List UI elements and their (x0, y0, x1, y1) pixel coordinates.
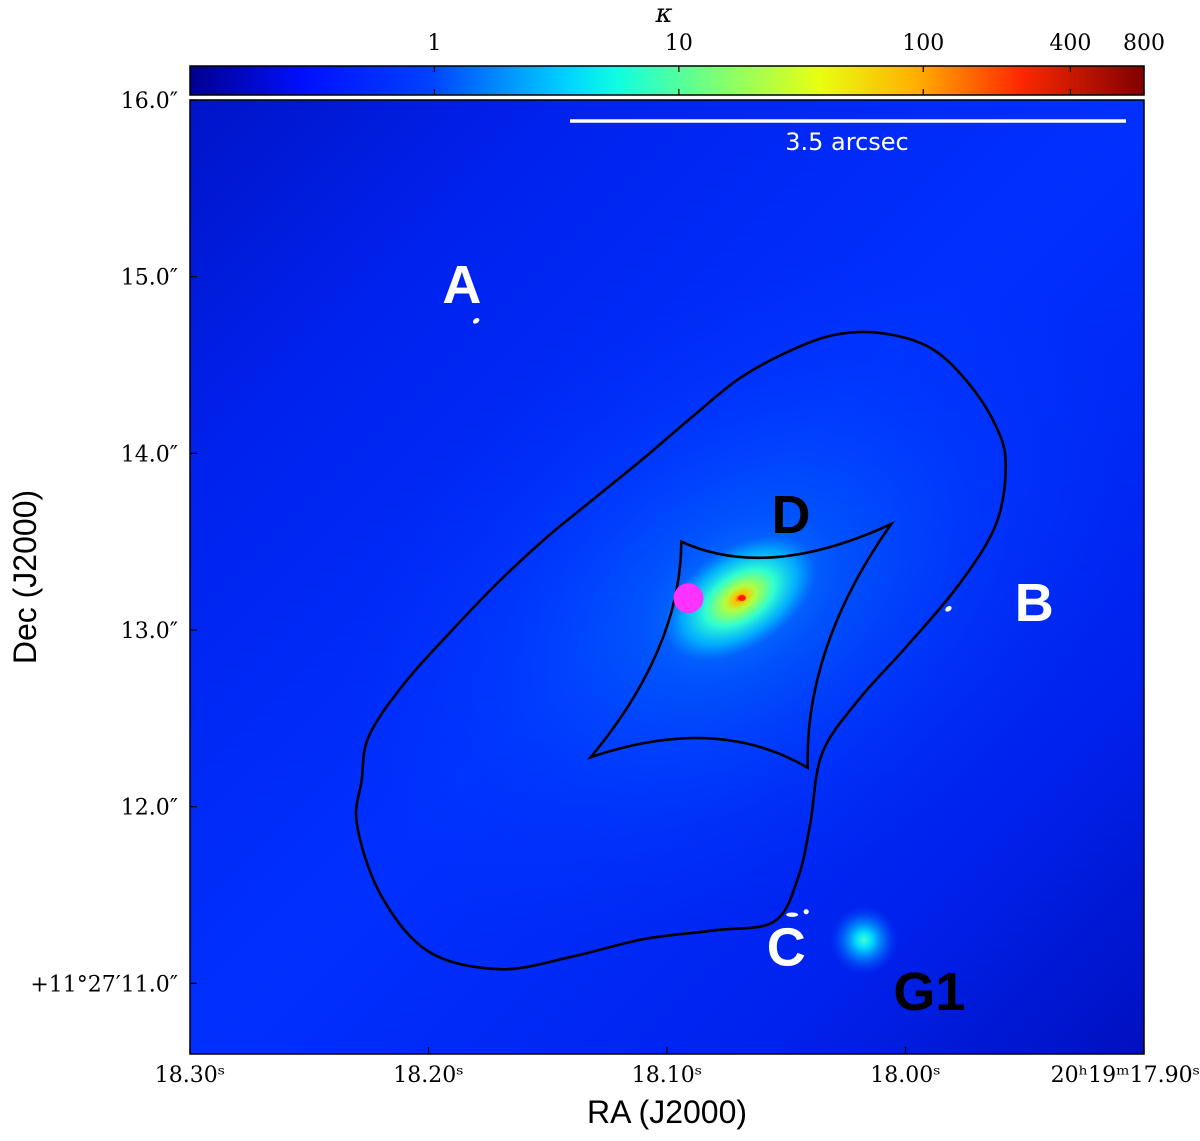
y-tick-label: 16.0″ (121, 89, 178, 114)
lensed-image-a (473, 318, 480, 324)
x-tick-label: 18.10ˢ (632, 1063, 702, 1088)
scale-bar: 3.5 arcsec (570, 119, 1126, 156)
image-label-d: D (772, 485, 811, 545)
kappa-satellite-g1 (190, 100, 1144, 1054)
critical-curve (354, 330, 1008, 971)
y-tick-label: +11°27′11.0″ (30, 972, 178, 997)
scale-bar-label: 3.5 arcsec (785, 128, 909, 156)
x-tick-label: 18.30ˢ (155, 1063, 225, 1088)
critical-curves-layer (354, 330, 1008, 971)
x-tick-label: 18.20ˢ (393, 1063, 463, 1088)
colorbar-tick-label: 800 (1123, 31, 1165, 56)
colorbar-tick-label: 1 (427, 31, 441, 56)
lensed-image-c-arc (786, 912, 799, 917)
colorbar: 1 10 100 400 800 κ (189, 0, 1165, 96)
colorbar-tick-label: 100 (902, 31, 944, 56)
image-label-g1: G1 (893, 962, 965, 1022)
image-label-c: C (767, 918, 806, 978)
x-axis-title: RA (J2000) (587, 1094, 747, 1130)
axes: 18.30ˢ 18.20ˢ 18.10ˢ 18.00ˢ 20ʰ19ᵐ17.90ˢ 16.0… (30, 89, 1200, 1088)
y-tick-label: 15.0″ (121, 266, 178, 291)
image-label-a: A (442, 255, 481, 315)
y-axis-title: Dec (J2000) (7, 490, 43, 664)
y-tick-label: 12.0″ (121, 796, 178, 821)
x-tick-label: 18.00ˢ (870, 1063, 940, 1088)
lensed-image-b (945, 605, 952, 612)
colorbar-gradient (189, 65, 1145, 96)
image-label-b: B (1015, 573, 1054, 633)
y-tick-label: 13.0″ (121, 619, 178, 644)
heatmap-plot-area: A B C D G1 3.5 arcsec (190, 100, 1144, 1054)
colorbar-title: κ (654, 0, 672, 29)
lensed-image-c-knot (803, 909, 809, 915)
y-tick-label: 14.0″ (121, 442, 178, 467)
caustic-curve (586, 520, 896, 771)
colorbar-ticks: 1 10 100 400 800 (427, 31, 1165, 95)
lensed-images-layer (473, 318, 952, 917)
source-position-marker (673, 583, 704, 614)
image-labels-layer: A B C D G1 (442, 255, 1053, 1022)
colorbar-tick-label: 400 (1049, 31, 1091, 56)
x-tick-label: 20ʰ19ᵐ17.90ˢ (1051, 1063, 1200, 1088)
colorbar-tick-label: 10 (665, 31, 693, 56)
